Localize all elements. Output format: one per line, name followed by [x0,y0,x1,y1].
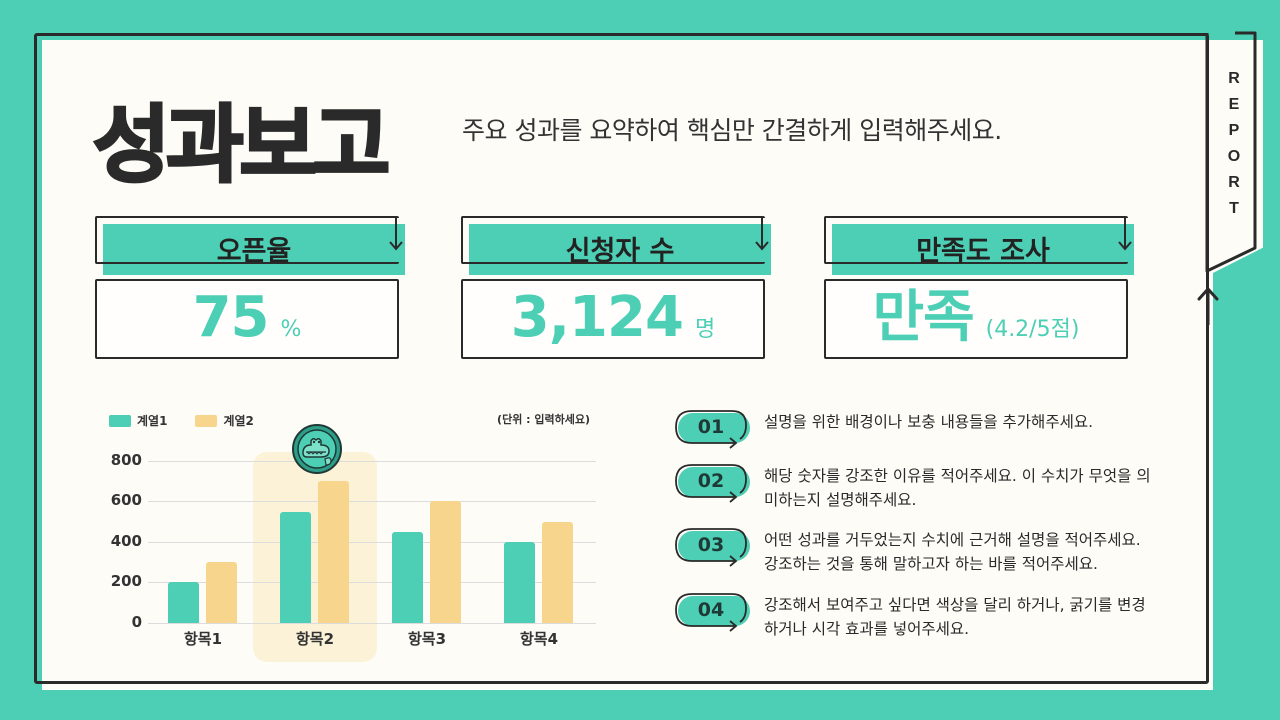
category-highlight [253,452,377,662]
gridline [148,542,596,543]
gridline [148,501,596,502]
bar-계열2-항목2 [318,481,349,623]
arrow-right-icon [675,528,747,567]
page-title: 성과보고 [91,95,391,196]
legend-swatch [109,414,131,427]
y-tick: 0 [131,613,142,631]
panel-frame [34,33,1209,684]
arrow-right-icon [675,593,747,632]
bar-계열1-항목4 [504,542,535,623]
kpi-value: 75 % [192,285,302,350]
arrow-up-icon [1197,286,1219,325]
kpi-label: 만족도 조사 [916,235,1050,267]
x-label: 항목2 [295,630,335,648]
y-tick: 200 [110,572,142,590]
legend-swatch [195,414,218,427]
kpi-value: 만족 (4.2/5점) [872,285,1080,350]
note-text: 강조해서 보여주고 싶다면 색상을 달리 하거나, 굵기를 변경하거나 시각 효… [764,596,1146,638]
arrow-down-icon [755,241,769,251]
crocodile-mascot-icon [292,424,342,474]
note-number-badge: 01 [674,409,752,449]
gridline [148,461,596,462]
y-tick: 800 [110,451,142,469]
bar-계열1-항목1 [168,582,199,623]
report-tab-outline-icon [1205,31,1257,273]
kpi-card-open-rate: 오픈율 75 % [95,216,405,359]
legend-item-series2: 계열2 [195,412,254,429]
note-text: 설명을 위한 배경이나 보충 내용들을 추가해주세요. [764,413,1094,431]
bar-계열1-항목2 [280,512,311,623]
chart-unit-note: (단위 : 입력하세요) [497,413,590,426]
note-item-01: 01 설명을 위한 배경이나 보충 내용들을 추가해주세요. [674,409,1159,449]
bar-계열1-항목3 [392,532,423,623]
kpi-card-applicants: 신청자 수 3,124 명 [461,216,771,359]
x-label: 항목1 [183,630,223,648]
legend-item-series1: 계열1 [109,412,167,429]
note-item-04: 04 강조해서 보여주고 싶다면 색상을 달리 하거나, 굵기를 변경하거나 시… [674,592,1159,641]
note-number-badge: 04 [674,592,752,632]
bar-계열2-항목1 [206,562,237,623]
bar-chart: 계열1 계열2 (단위 : 입력하세요) 800 600 400 200 0 항… [100,400,600,670]
gridline [148,582,596,583]
arrow-down-icon [1118,241,1132,251]
note-text: 어떤 성과를 거두었는지 수치에 근거해 설명을 적어주세요. 강조하는 것을 … [764,531,1141,573]
kpi-label: 오픈율 [216,235,292,267]
arrow-down-icon [389,241,403,251]
y-tick: 400 [110,532,142,550]
bar-계열2-항목4 [542,522,573,623]
note-number-badge: 03 [674,527,752,567]
kpi-value: 3,124 명 [510,285,716,350]
note-number-badge: 02 [674,463,752,503]
gridline [148,623,596,624]
note-item-03: 03 어떤 성과를 거두었는지 수치에 근거해 설명을 적어주세요. 강조하는 … [674,527,1159,576]
arrow-right-icon [675,464,747,503]
bar-계열2-항목3 [430,501,461,623]
kpi-card-satisfaction: 만족도 조사 만족 (4.2/5점) [824,216,1134,359]
note-item-02: 02 해당 숫자를 강조한 이유를 적어주세요. 이 수치가 무엇을 의미하는지… [674,463,1159,512]
x-label: 항목4 [519,630,559,648]
kpi-label: 신청자 수 [565,235,675,267]
page-subtitle: 주요 성과를 요약하여 핵심만 간결하게 입력해주세요. [462,116,1002,145]
x-label: 항목3 [407,630,447,648]
content-panel [42,40,1213,690]
report-tab-text: R E P O R T [1227,70,1241,217]
chart-legend: 계열1 계열2 [109,412,274,429]
arrow-right-icon [675,410,747,449]
y-tick: 600 [110,491,142,509]
note-text: 해당 숫자를 강조한 이유를 적어주세요. 이 수치가 무엇을 의미하는지 설명… [764,467,1151,509]
